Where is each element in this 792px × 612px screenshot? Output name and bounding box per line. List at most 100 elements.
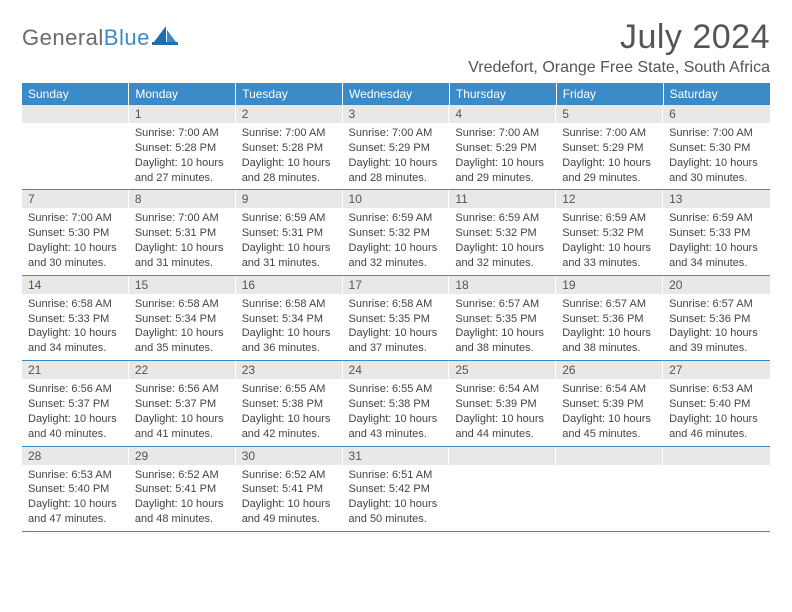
sunset-text: Sunset: 5:33 PM	[669, 226, 764, 241]
sunset-text: Sunset: 5:37 PM	[28, 397, 123, 412]
day-number: 6	[663, 105, 770, 123]
sail-icon	[152, 24, 178, 51]
daylight-text-2: and 29 minutes.	[455, 171, 550, 186]
logo-general: General	[22, 25, 104, 50]
sunrise-text: Sunrise: 6:55 AM	[349, 382, 444, 397]
sunrise-text: Sunrise: 6:57 AM	[455, 297, 550, 312]
day-header: Tuesday	[236, 83, 343, 105]
day-number: 8	[129, 190, 236, 208]
day-detail: Sunrise: 6:56 AMSunset: 5:37 PMDaylight:…	[129, 379, 236, 445]
day-detail: Sunrise: 6:57 AMSunset: 5:35 PMDaylight:…	[449, 294, 556, 360]
sunrise-text: Sunrise: 6:52 AM	[242, 468, 337, 483]
day-detail: Sunrise: 7:00 AMSunset: 5:29 PMDaylight:…	[449, 123, 556, 189]
day-cell: 14Sunrise: 6:58 AMSunset: 5:33 PMDayligh…	[22, 275, 129, 360]
day-number: 14	[22, 276, 129, 294]
header: GeneralBlue July 2024 Vredefort, Orange …	[22, 18, 770, 77]
day-detail: Sunrise: 6:59 AMSunset: 5:33 PMDaylight:…	[663, 208, 770, 274]
daylight-text-2: and 34 minutes.	[669, 256, 764, 271]
daylight-text-2: and 30 minutes.	[28, 256, 123, 271]
day-detail: Sunrise: 6:59 AMSunset: 5:31 PMDaylight:…	[236, 208, 343, 274]
daylight-text-2: and 32 minutes.	[349, 256, 444, 271]
day-cell: 7Sunrise: 7:00 AMSunset: 5:30 PMDaylight…	[22, 190, 129, 275]
sunset-text: Sunset: 5:39 PM	[562, 397, 657, 412]
sunset-text: Sunset: 5:38 PM	[242, 397, 337, 412]
day-number: 27	[663, 361, 770, 379]
sunset-text: Sunset: 5:37 PM	[135, 397, 230, 412]
sunrise-text: Sunrise: 6:59 AM	[242, 211, 337, 226]
day-cell: 13Sunrise: 6:59 AMSunset: 5:33 PMDayligh…	[663, 190, 770, 275]
sunset-text: Sunset: 5:31 PM	[135, 226, 230, 241]
daylight-text-2: and 49 minutes.	[242, 512, 337, 527]
day-cell: 15Sunrise: 6:58 AMSunset: 5:34 PMDayligh…	[129, 275, 236, 360]
sunset-text: Sunset: 5:32 PM	[349, 226, 444, 241]
day-cell: 16Sunrise: 6:58 AMSunset: 5:34 PMDayligh…	[236, 275, 343, 360]
day-header-row: SundayMondayTuesdayWednesdayThursdayFrid…	[22, 83, 770, 105]
sunrise-text: Sunrise: 6:55 AM	[242, 382, 337, 397]
day-detail: Sunrise: 6:52 AMSunset: 5:41 PMDaylight:…	[129, 465, 236, 531]
sunset-text: Sunset: 5:35 PM	[349, 312, 444, 327]
day-cell: 4Sunrise: 7:00 AMSunset: 5:29 PMDaylight…	[449, 105, 556, 190]
sunset-text: Sunset: 5:33 PM	[28, 312, 123, 327]
daylight-text-2: and 35 minutes.	[135, 341, 230, 356]
day-number: 20	[663, 276, 770, 294]
daylight-text-2: and 28 minutes.	[349, 171, 444, 186]
sunrise-text: Sunrise: 6:54 AM	[562, 382, 657, 397]
sunset-text: Sunset: 5:40 PM	[28, 482, 123, 497]
day-detail: Sunrise: 6:59 AMSunset: 5:32 PMDaylight:…	[556, 208, 663, 274]
daylight-text-2: and 48 minutes.	[135, 512, 230, 527]
day-header: Thursday	[449, 83, 556, 105]
day-number: 31	[343, 447, 450, 465]
day-number: 25	[449, 361, 556, 379]
daylight-text-1: Daylight: 10 hours	[28, 241, 123, 256]
daylight-text-2: and 42 minutes.	[242, 427, 337, 442]
day-number: 16	[236, 276, 343, 294]
day-cell: 1Sunrise: 7:00 AMSunset: 5:28 PMDaylight…	[129, 105, 236, 190]
daylight-text-1: Daylight: 10 hours	[135, 497, 230, 512]
daylight-text-1: Daylight: 10 hours	[455, 412, 550, 427]
sunrise-text: Sunrise: 6:59 AM	[455, 211, 550, 226]
day-cell: 17Sunrise: 6:58 AMSunset: 5:35 PMDayligh…	[343, 275, 450, 360]
daylight-text-1: Daylight: 10 hours	[349, 156, 444, 171]
month-title: July 2024	[468, 18, 770, 57]
daylight-text-1: Daylight: 10 hours	[349, 412, 444, 427]
day-number: 21	[22, 361, 129, 379]
calendar-head: SundayMondayTuesdayWednesdayThursdayFrid…	[22, 83, 770, 105]
daylight-text-1: Daylight: 10 hours	[562, 412, 657, 427]
day-number: 28	[22, 447, 129, 465]
daylight-text-1: Daylight: 10 hours	[242, 241, 337, 256]
day-cell	[22, 105, 129, 190]
day-detail: Sunrise: 6:57 AMSunset: 5:36 PMDaylight:…	[663, 294, 770, 360]
day-detail: Sunrise: 6:57 AMSunset: 5:36 PMDaylight:…	[556, 294, 663, 360]
day-detail: Sunrise: 6:53 AMSunset: 5:40 PMDaylight:…	[663, 379, 770, 445]
calendar-table: SundayMondayTuesdayWednesdayThursdayFrid…	[22, 83, 770, 532]
day-header: Friday	[556, 83, 663, 105]
daylight-text-1: Daylight: 10 hours	[562, 156, 657, 171]
day-detail: Sunrise: 7:00 AMSunset: 5:28 PMDaylight:…	[129, 123, 236, 189]
day-header: Saturday	[663, 83, 770, 105]
sunset-text: Sunset: 5:35 PM	[455, 312, 550, 327]
day-number: 7	[22, 190, 129, 208]
day-cell: 3Sunrise: 7:00 AMSunset: 5:29 PMDaylight…	[343, 105, 450, 190]
day-cell: 8Sunrise: 7:00 AMSunset: 5:31 PMDaylight…	[129, 190, 236, 275]
daylight-text-1: Daylight: 10 hours	[28, 412, 123, 427]
sunset-text: Sunset: 5:38 PM	[349, 397, 444, 412]
sunrise-text: Sunrise: 6:53 AM	[28, 468, 123, 483]
daylight-text-2: and 39 minutes.	[669, 341, 764, 356]
day-cell: 22Sunrise: 6:56 AMSunset: 5:37 PMDayligh…	[129, 361, 236, 446]
day-header: Monday	[129, 83, 236, 105]
daylight-text-1: Daylight: 10 hours	[135, 412, 230, 427]
daylight-text-2: and 50 minutes.	[349, 512, 444, 527]
sunrise-text: Sunrise: 6:59 AM	[562, 211, 657, 226]
daylight-text-1: Daylight: 10 hours	[455, 326, 550, 341]
sunset-text: Sunset: 5:32 PM	[562, 226, 657, 241]
day-detail: Sunrise: 6:54 AMSunset: 5:39 PMDaylight:…	[449, 379, 556, 445]
day-cell: 28Sunrise: 6:53 AMSunset: 5:40 PMDayligh…	[22, 446, 129, 531]
day-number: 30	[236, 447, 343, 465]
daylight-text-2: and 41 minutes.	[135, 427, 230, 442]
daylight-text-2: and 34 minutes.	[28, 341, 123, 356]
sunrise-text: Sunrise: 6:52 AM	[135, 468, 230, 483]
day-cell: 18Sunrise: 6:57 AMSunset: 5:35 PMDayligh…	[449, 275, 556, 360]
daylight-text-2: and 30 minutes.	[669, 171, 764, 186]
day-cell: 20Sunrise: 6:57 AMSunset: 5:36 PMDayligh…	[663, 275, 770, 360]
sunrise-text: Sunrise: 7:00 AM	[349, 126, 444, 141]
